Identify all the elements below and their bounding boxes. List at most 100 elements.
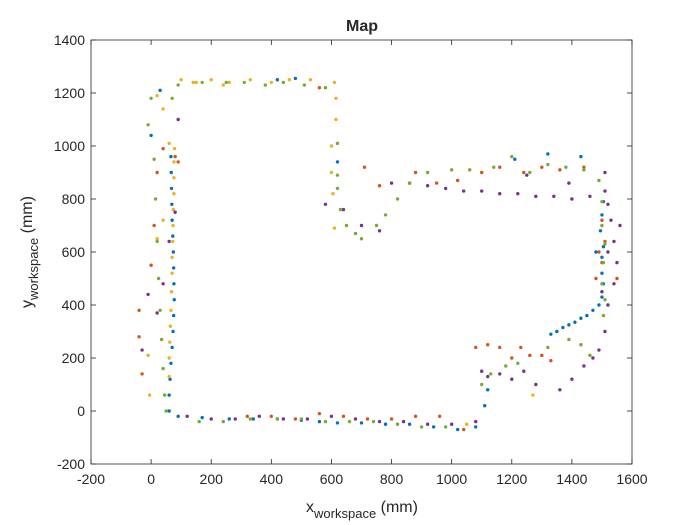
data-point [474, 425, 478, 429]
data-point [263, 83, 268, 87]
data-point [155, 237, 159, 241]
data-point [516, 192, 520, 196]
data-point [171, 266, 176, 270]
data-point [600, 199, 604, 204]
data-point [597, 303, 601, 307]
data-point [171, 313, 176, 318]
data-point [519, 345, 523, 350]
data-point [579, 154, 583, 159]
data-point [383, 422, 388, 426]
data-point [155, 170, 159, 175]
data-point [332, 80, 337, 85]
data-point [155, 93, 159, 98]
data-point [492, 165, 496, 169]
data-point [269, 414, 274, 418]
y-tick-label: 1000 [54, 138, 85, 154]
data-point [612, 282, 616, 286]
data-point [464, 422, 469, 426]
data-point [597, 250, 601, 254]
data-point [172, 282, 176, 286]
data-point [197, 419, 201, 424]
data-point [161, 107, 165, 111]
data-point [600, 282, 604, 286]
data-point [353, 417, 358, 421]
data-point [498, 372, 502, 376]
data-point [603, 239, 607, 244]
data-point [170, 345, 174, 350]
data-point [335, 173, 340, 177]
data-point [615, 276, 619, 281]
data-point [169, 186, 174, 191]
data-point [504, 364, 508, 368]
data-point [600, 295, 604, 299]
data-point [522, 369, 526, 373]
data-point [191, 80, 195, 85]
data-point [455, 427, 460, 432]
data-point [221, 83, 225, 87]
data-point [146, 353, 150, 358]
data-point [437, 414, 442, 418]
data-point [389, 181, 394, 185]
data-point [522, 170, 526, 175]
data-point [172, 146, 177, 151]
data-point [359, 421, 364, 425]
data-point [480, 382, 484, 387]
data-point [474, 419, 478, 424]
data-point [159, 337, 164, 342]
data-point [305, 417, 310, 421]
data-point [140, 372, 144, 376]
data-point [329, 414, 334, 418]
x-tick-label: 1200 [496, 471, 527, 487]
data-point [401, 419, 406, 424]
data-point [308, 78, 313, 82]
data-point [168, 377, 172, 381]
data-point [257, 414, 262, 418]
data-point [176, 83, 180, 87]
data-point [176, 117, 180, 122]
data-point [185, 414, 189, 418]
x-tick-label: 200 [200, 471, 224, 487]
data-point [612, 239, 616, 244]
data-point [164, 409, 168, 413]
data-point [176, 414, 180, 418]
y-tick-label: 600 [62, 244, 86, 260]
data-point [338, 207, 343, 212]
data-point [486, 388, 490, 392]
y-axis-label-unit: (mm) [19, 196, 36, 238]
data-point [227, 417, 231, 421]
data-point [335, 141, 340, 146]
data-point [591, 356, 595, 360]
data-series-4 [140, 117, 622, 426]
data-point [169, 170, 173, 175]
data-point [486, 374, 490, 379]
data-point [341, 414, 346, 418]
data-point [167, 141, 171, 146]
data-point [588, 353, 592, 358]
data-point [389, 417, 394, 421]
data-point [173, 210, 177, 214]
data-point [534, 382, 538, 387]
data-point [137, 335, 141, 339]
data-point [606, 250, 610, 254]
y-tick-label: -200 [57, 456, 85, 472]
data-point [480, 170, 484, 175]
data-point [483, 404, 487, 408]
data-point [317, 411, 322, 416]
data-point [407, 181, 412, 185]
x-tick-label: -200 [77, 471, 105, 487]
data-point [172, 192, 176, 196]
data-point [323, 202, 328, 206]
x-tick-label: 600 [320, 471, 344, 487]
data-point [179, 78, 183, 82]
x-tick-label: 0 [147, 471, 155, 487]
data-point [146, 123, 150, 127]
data-point [425, 422, 430, 426]
data-point [194, 80, 198, 85]
data-point [395, 422, 400, 426]
data-point [227, 80, 231, 85]
data-point [371, 419, 376, 424]
data-point [158, 88, 162, 93]
y-tick-label: 800 [62, 191, 86, 207]
data-point [609, 218, 613, 222]
data-point [169, 361, 173, 365]
